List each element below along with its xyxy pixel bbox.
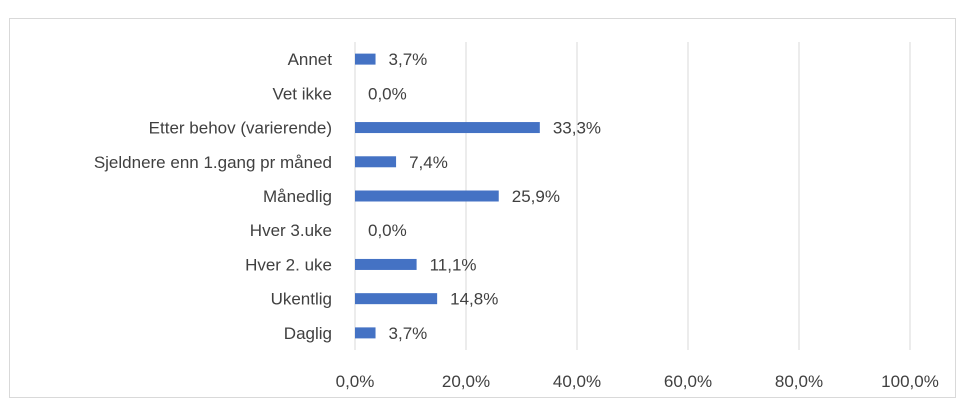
data-label: 0,0% [368,221,407,240]
category-label: Månedlig [263,187,332,206]
bars [355,53,540,339]
data-label: 33,3% [553,119,601,138]
category-label: Hver 3.uke [250,221,332,240]
x-axis-ticks: 0,0% 20,0% 40,0% 60,0% 80,0% 100,0% [336,372,939,391]
x-tick-label: 40,0% [553,372,601,391]
category-label: Etter behov (varierende) [149,119,332,138]
x-tick-label: 100,0% [881,372,939,391]
chart-frame [9,18,956,398]
data-label: 25,9% [512,187,560,206]
data-label: 0,0% [368,84,407,103]
x-tick-label: 60,0% [664,372,712,391]
bar [355,293,438,305]
category-label: Ukentlig [271,290,332,309]
value-labels: 3,7% 0,0% 33,3% 7,4% 25,9% 0,0% 11,1% 14,8% 3,7% [368,50,601,343]
category-label: Sjeldnere enn 1.gang pr måned [94,153,332,172]
data-label: 3,7% [389,50,428,69]
bar [355,190,499,202]
bar [355,327,376,339]
bar [355,53,376,65]
x-tick-label: 80,0% [775,372,823,391]
data-label: 14,8% [450,290,498,309]
bar [355,122,540,134]
data-label: 7,4% [409,153,448,172]
bar [355,156,397,168]
category-label: Annet [288,50,333,69]
bar [355,258,417,270]
data-label: 3,7% [389,324,428,343]
x-tick-label: 20,0% [442,372,490,391]
category-label: Vet ikke [272,84,332,103]
x-tick-label: 0,0% [336,372,375,391]
data-label: 11,1% [430,255,477,274]
category-label: Hver 2. uke [245,255,332,274]
category-labels: Annet Vet ikke Etter behov (varierende) Sje… [94,50,332,343]
category-label: Daglig [284,324,332,343]
